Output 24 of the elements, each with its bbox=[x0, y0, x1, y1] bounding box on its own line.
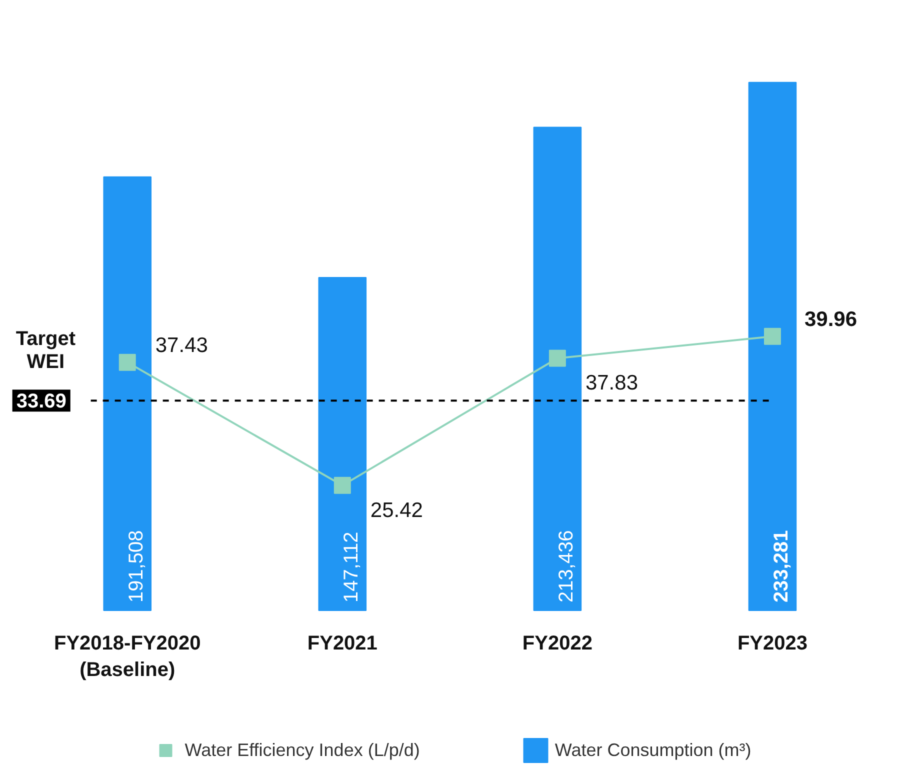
x-tick-label: FY2021 bbox=[307, 632, 378, 654]
bar bbox=[318, 276, 367, 611]
data-label: 37.83 bbox=[585, 372, 638, 395]
legend-label: Water Consumption (m³) bbox=[554, 740, 752, 760]
text: Target WEI bbox=[16, 328, 76, 374]
point bbox=[334, 476, 351, 494]
point bbox=[118, 354, 136, 371]
data-label: 147,112 bbox=[340, 532, 362, 602]
data-label: 213,436 bbox=[555, 530, 578, 602]
data-label: 191,508 bbox=[125, 530, 148, 602]
x-tick-label: FY2023 bbox=[737, 632, 808, 654]
data-label: 39.96 bbox=[804, 308, 858, 331]
ref-line-label: 33.69 bbox=[16, 390, 66, 413]
x-tick-label: FY2022 bbox=[522, 632, 592, 654]
bar bbox=[103, 176, 152, 611]
data-label: 37.43 bbox=[155, 334, 208, 357]
point bbox=[764, 328, 781, 345]
bar bbox=[533, 126, 582, 611]
data-label: 233,281 bbox=[770, 530, 792, 602]
bar bbox=[748, 82, 797, 611]
data-label: 25.42 bbox=[370, 498, 423, 522]
point bbox=[548, 350, 566, 367]
legend-label: Water Efficiency Index (L/p/d) bbox=[184, 740, 420, 760]
x-tick-label: FY2018-FY2020 (Baseline) bbox=[54, 632, 201, 681]
